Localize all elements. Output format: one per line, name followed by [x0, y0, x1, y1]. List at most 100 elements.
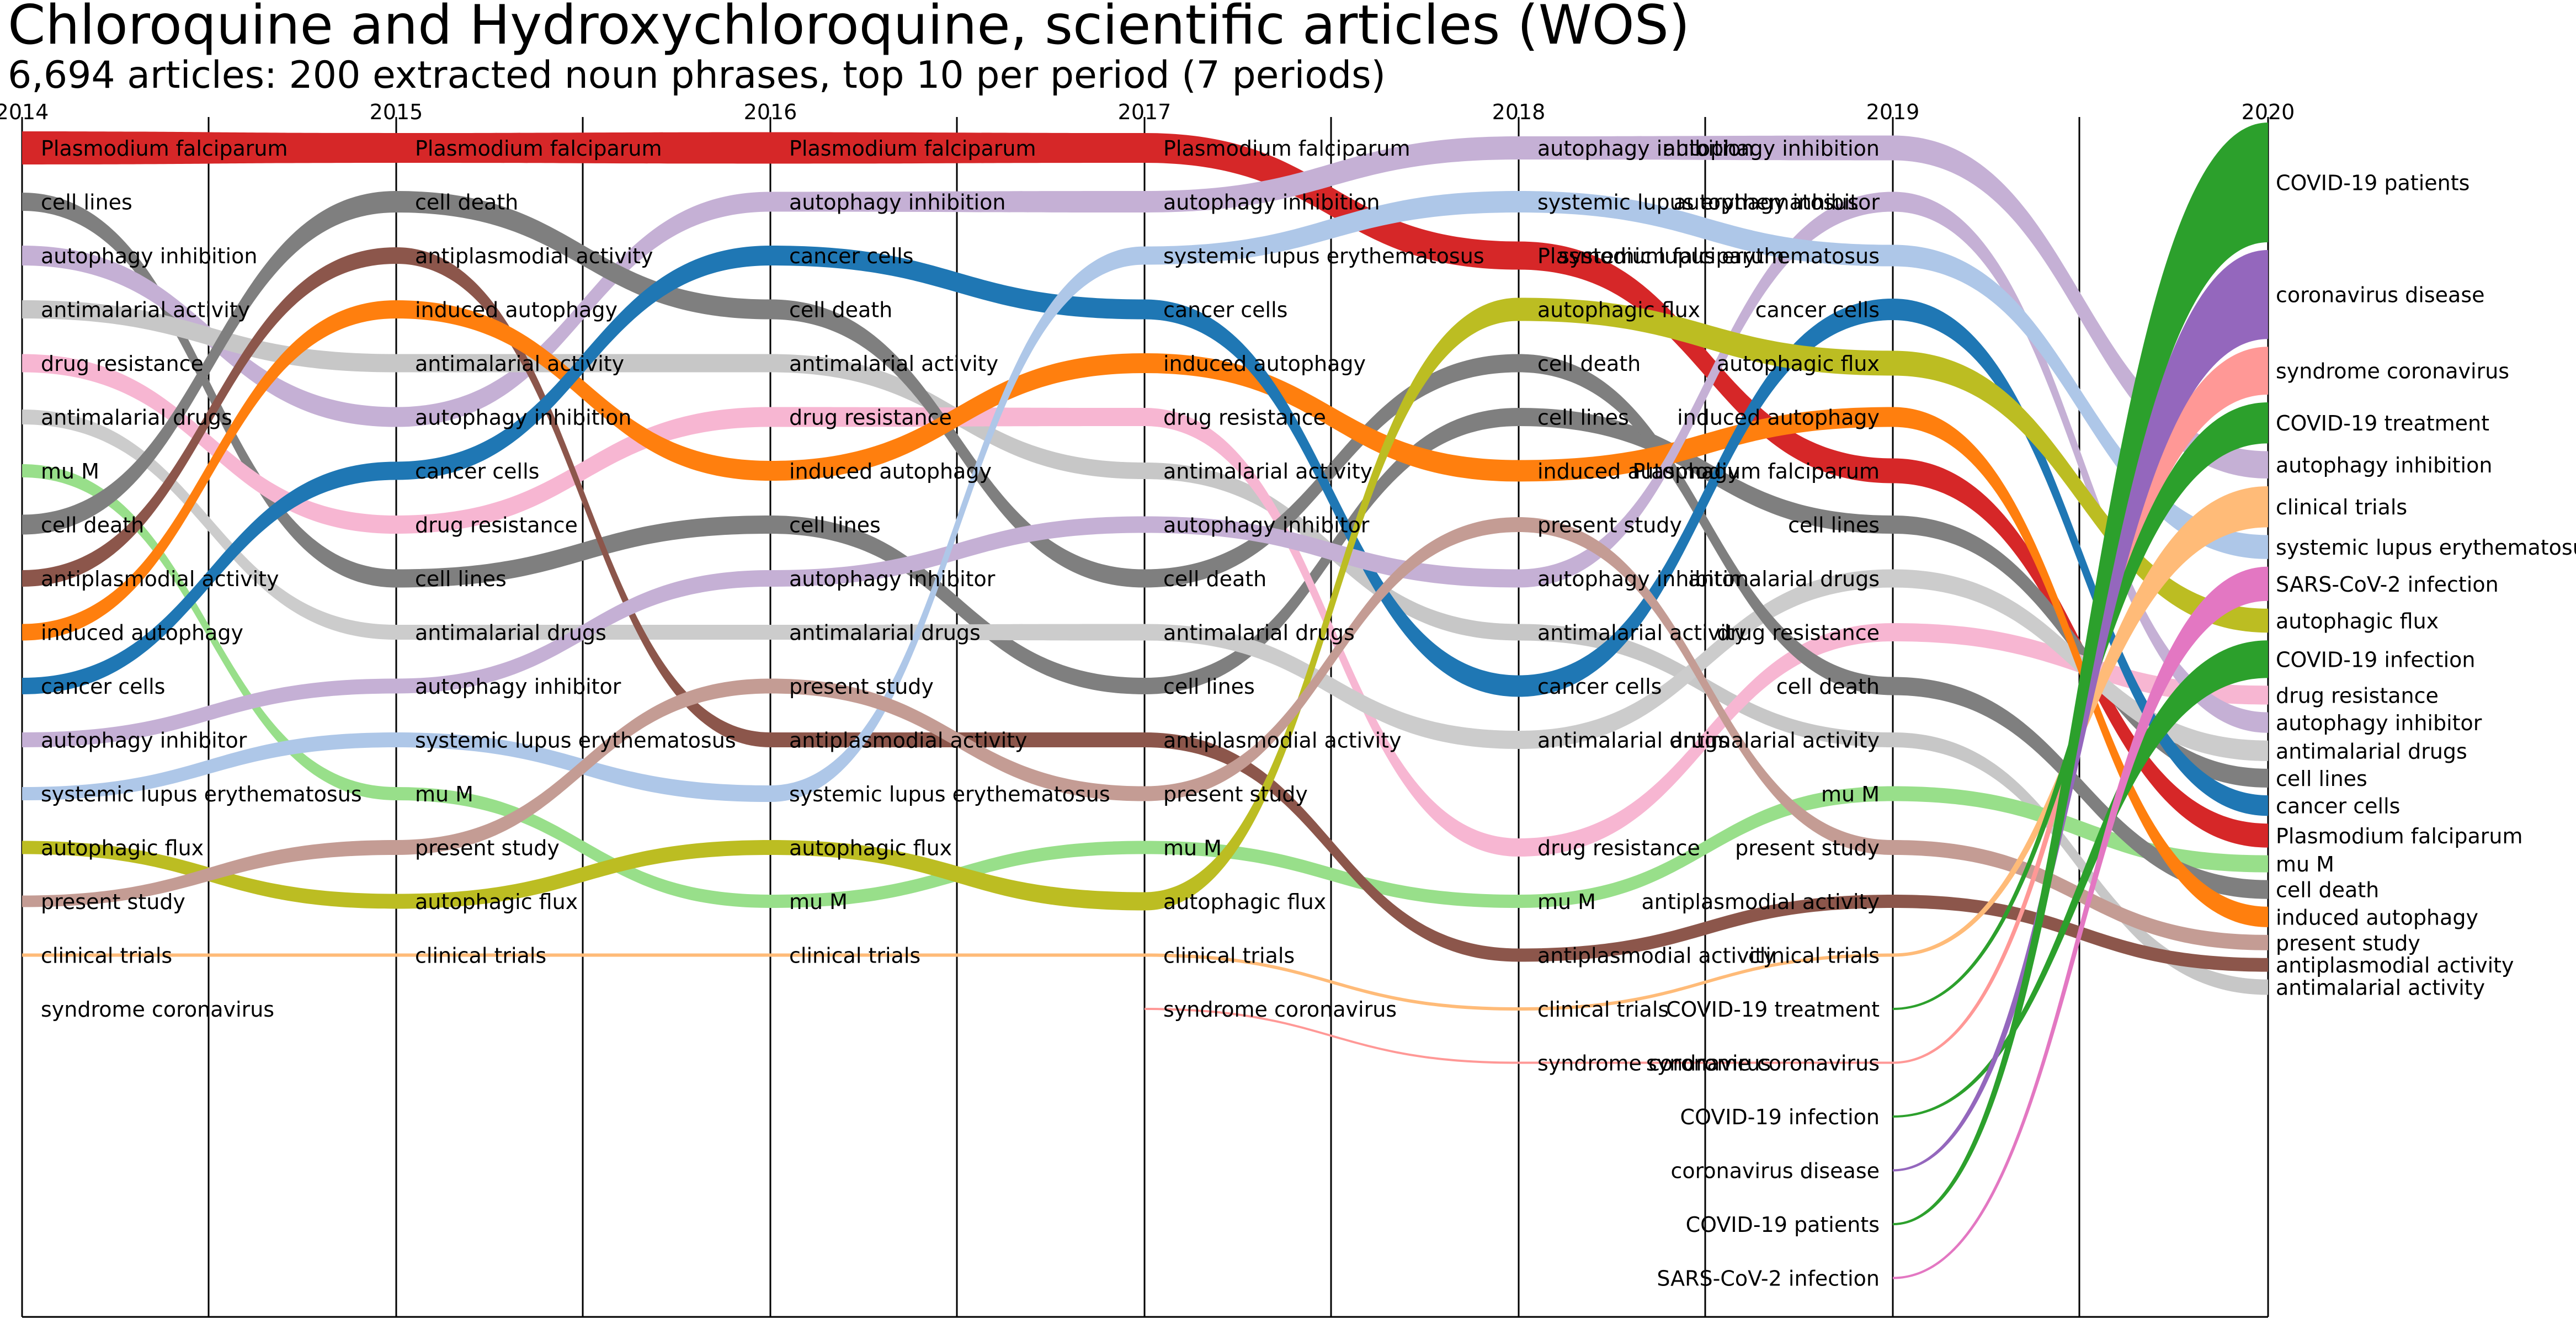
term-label: autophagy inhibition [1537, 136, 1754, 161]
term-label: Plasmodium falciparum [1537, 244, 1784, 268]
period-label: 2017 [1118, 100, 1172, 124]
term-label: systemic lupus erythematosus [415, 729, 736, 753]
flow-band [396, 247, 770, 747]
flow-band [396, 515, 770, 588]
term-label: present study [1735, 836, 1880, 860]
flow-band [1145, 624, 1519, 749]
term-label: antimalarial drugs [1163, 621, 1355, 645]
flow-band [396, 678, 770, 855]
flow-band [1145, 953, 1519, 1011]
term-label: autophagy inhibition [789, 190, 1005, 215]
term-label: coronavirus disease [1671, 1159, 1880, 1183]
flow-band [1145, 516, 1519, 588]
flow-band [1145, 133, 1519, 270]
term-label: autophagy inhibitor [789, 567, 996, 591]
term-label: Plasmodium falciparum [415, 136, 662, 161]
term-label: drug resistance [415, 513, 578, 538]
term-label: antiplasmodial activity [1537, 944, 1776, 968]
flow-band [396, 787, 770, 908]
term-label: autophagy inhibition [41, 244, 257, 268]
period-label: 2020 [2242, 100, 2295, 124]
term-label: mu M [41, 459, 99, 483]
term-label: present study [41, 890, 185, 914]
term-label: Plasmodium falciparum [1633, 459, 1880, 483]
flow-band [22, 131, 396, 164]
flow-band [396, 840, 770, 909]
flow-band [22, 193, 396, 588]
term-label: cell lines [789, 513, 881, 538]
term-label: induced autophagy [2276, 905, 2478, 929]
term-label: autophagy inhibition [415, 406, 631, 430]
term-label: antimalarial drugs [1688, 567, 1880, 591]
term-label: Plasmodium falciparum [2276, 824, 2522, 848]
term-label: SARS-CoV-2 infection [2276, 572, 2499, 597]
term-label: clinical trials [1537, 997, 1669, 1022]
flow-band [1519, 192, 1893, 588]
term-label: autophagy inhibition [1163, 190, 1380, 215]
term-label: antimalarial activity [2276, 976, 2485, 1000]
chart-subtitle: 6,694 articles: 200 extracted noun phras… [8, 54, 1386, 97]
flow-band [1519, 354, 1893, 695]
term-label: induced autophagy [1677, 406, 1880, 430]
flow-band [1893, 732, 2268, 995]
flow-band [22, 410, 396, 640]
term-label: Plasmodium falciparum [1163, 136, 1410, 161]
term-label: antiplasmodial activity [1641, 890, 1880, 914]
flow-band [22, 354, 396, 534]
term-label: antimalarial drugs [1537, 729, 1729, 753]
term-label: antiplasmodial activity [1163, 729, 1402, 753]
period-label: 2018 [1492, 100, 1546, 124]
term-label: drug resistance [789, 406, 952, 430]
term-label: clinical trials [789, 944, 920, 968]
period-label: 2015 [370, 100, 423, 124]
flow-band [1519, 191, 1893, 267]
flow-band [1145, 191, 1519, 265]
flow-band [770, 353, 1145, 481]
term-label: induced autophagy [41, 621, 243, 645]
term-label: autophagy inhibitor [1674, 190, 1880, 215]
term-label: clinical trials [2276, 495, 2407, 519]
flow-band [1145, 841, 1519, 908]
term-label: autophagy inhibitor [1537, 567, 1744, 591]
term-label: antimalarial drugs [41, 406, 232, 430]
term-label: cell death [2276, 878, 2379, 902]
term-label: cell death [789, 298, 892, 322]
flow-band [1145, 732, 1519, 962]
term-label: systemic lupus erythematosus [1558, 244, 1880, 268]
flow-band [22, 191, 396, 535]
term-label: mu M [1821, 782, 1880, 806]
term-label: drug resistance [1163, 406, 1326, 430]
flow-band [396, 132, 770, 164]
term-label: antimalarial activity [415, 352, 624, 376]
term-label: COVID-19 treatment [1666, 997, 1880, 1022]
period-label: 2014 [0, 100, 49, 124]
term-label: COVID-19 infection [1680, 1105, 1880, 1129]
term-label: mu M [789, 890, 848, 914]
term-label: systemic lupus erythematosus [1163, 244, 1484, 268]
term-label: cell lines [415, 567, 507, 591]
term-label: mu M [1537, 890, 1596, 914]
term-label: COVID-19 infection [2276, 647, 2475, 672]
term-label: mu M [2276, 852, 2334, 876]
term-label: autophagy inhibition [1663, 136, 1880, 161]
flow-band [1519, 241, 1893, 483]
term-label: systemic lupus erythematosus [789, 782, 1110, 806]
flow-band [1893, 245, 2268, 559]
flow-band [770, 840, 1145, 911]
term-label: antiplasmodial activity [41, 567, 279, 591]
term-label: autophagic flux [1537, 298, 1700, 322]
flow-band [22, 461, 396, 694]
term-label: present study [1537, 513, 1682, 538]
term-label: induced autophagy [789, 459, 992, 483]
term-label: antiplasmodial activity [789, 729, 1028, 753]
chart-title: Chloroquine and Hydroxychloroquine, scie… [8, 0, 1690, 57]
term-label: cell lines [2276, 767, 2367, 791]
flow-band [1519, 299, 1893, 697]
term-label: COVID-19 treatment [2276, 411, 2489, 435]
term-label: drug resistance [1717, 621, 1880, 645]
flow-band [22, 300, 396, 641]
term-label: autophagic flux [2276, 609, 2439, 634]
flow-band [1893, 350, 2268, 633]
flow-band [770, 678, 1145, 801]
term-label: autophagic flux [415, 890, 578, 914]
